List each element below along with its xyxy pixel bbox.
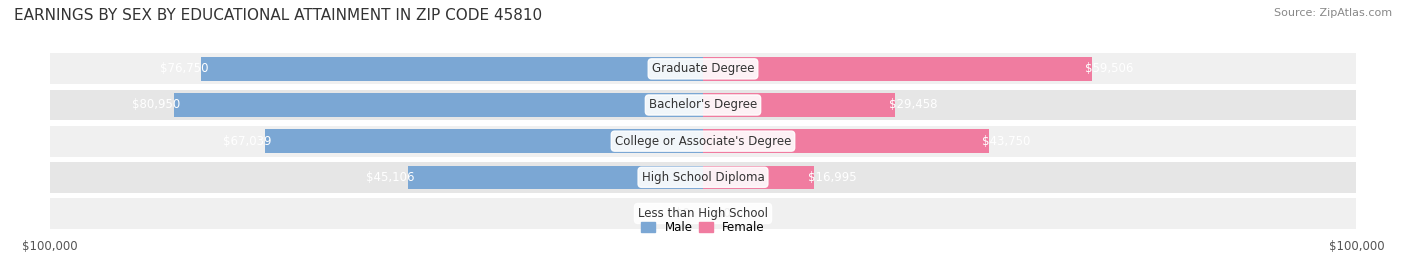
Bar	[201, 57, 703, 81]
Bar	[49, 198, 1357, 229]
Text: Source: ZipAtlas.com: Source: ZipAtlas.com	[1274, 8, 1392, 18]
Text: $29,458: $29,458	[889, 99, 938, 111]
Bar	[703, 166, 814, 189]
Bar	[703, 57, 1092, 81]
Text: $59,506: $59,506	[1085, 62, 1133, 75]
Text: $16,995: $16,995	[807, 171, 856, 184]
Bar	[174, 93, 703, 117]
Text: $67,039: $67,039	[224, 135, 271, 148]
Bar	[703, 129, 988, 153]
Text: High School Diploma: High School Diploma	[641, 171, 765, 184]
Text: $80,950: $80,950	[132, 99, 180, 111]
Bar	[703, 93, 896, 117]
Text: $0: $0	[675, 207, 690, 220]
Bar	[49, 90, 1357, 120]
Bar	[408, 166, 703, 189]
Text: $0: $0	[716, 207, 731, 220]
Text: College or Associate's Degree: College or Associate's Degree	[614, 135, 792, 148]
Text: $76,750: $76,750	[159, 62, 208, 75]
Legend: Male, Female: Male, Female	[637, 216, 769, 239]
Text: EARNINGS BY SEX BY EDUCATIONAL ATTAINMENT IN ZIP CODE 45810: EARNINGS BY SEX BY EDUCATIONAL ATTAINMEN…	[14, 8, 543, 23]
Text: $43,750: $43,750	[983, 135, 1031, 148]
Bar	[49, 126, 1357, 157]
Text: $45,106: $45,106	[367, 171, 415, 184]
Bar	[49, 54, 1357, 84]
Bar	[49, 162, 1357, 193]
Text: Less than High School: Less than High School	[638, 207, 768, 220]
Bar	[264, 129, 703, 153]
Text: Bachelor's Degree: Bachelor's Degree	[650, 99, 756, 111]
Text: Graduate Degree: Graduate Degree	[652, 62, 754, 75]
